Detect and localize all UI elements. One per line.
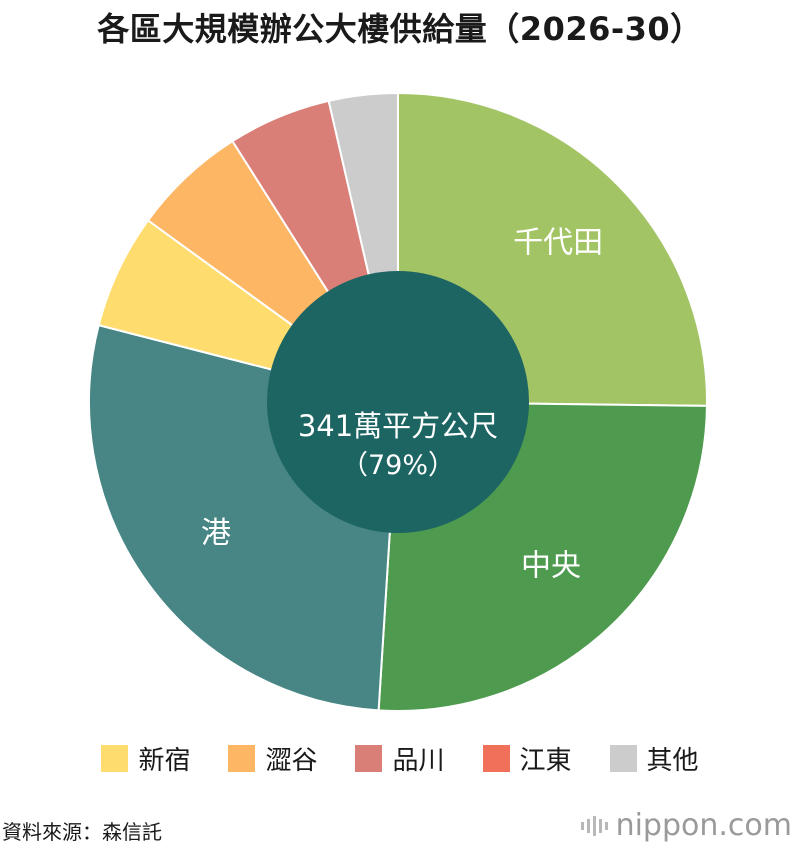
legend-label: 其他 [646, 746, 699, 776]
brand-logo: nippon.com [580, 808, 792, 843]
legend-item-koto: 江東 [482, 740, 572, 777]
center-circle [267, 271, 529, 533]
legend-item-shinjuku: 新宿 [101, 740, 190, 777]
legend-swatch [101, 745, 129, 772]
source-note: 資料來源：森信託 [2, 820, 162, 844]
legend: 新宿 澀谷 品川 江東 其他 [0, 740, 800, 777]
slice-label: 港 [201, 516, 231, 551]
legend-swatch [228, 745, 256, 772]
legend-item-other: 其他 [609, 740, 699, 777]
legend-label: 品川 [392, 746, 445, 776]
chart-title: 各區大規模辦公大樓供給量（2026-30） [97, 10, 703, 48]
brand-text: nippon.com [615, 808, 792, 843]
center-label: （79%） [341, 450, 455, 481]
bars-icon [580, 815, 608, 837]
legend-swatch [355, 745, 383, 772]
legend-swatch [609, 745, 637, 772]
slice-label: 中央 [521, 548, 581, 583]
legend-label: 澀谷 [265, 746, 318, 776]
center-label: 341萬平方公尺 [298, 409, 498, 443]
slice-label: 千代田 [513, 225, 603, 260]
legend-label: 江東 [519, 746, 572, 776]
legend-swatch [482, 745, 510, 772]
legend-item-shibuya: 澀谷 [228, 740, 317, 777]
legend-label: 新宿 [138, 746, 191, 776]
legend-item-shinagawa: 品川 [355, 740, 445, 777]
